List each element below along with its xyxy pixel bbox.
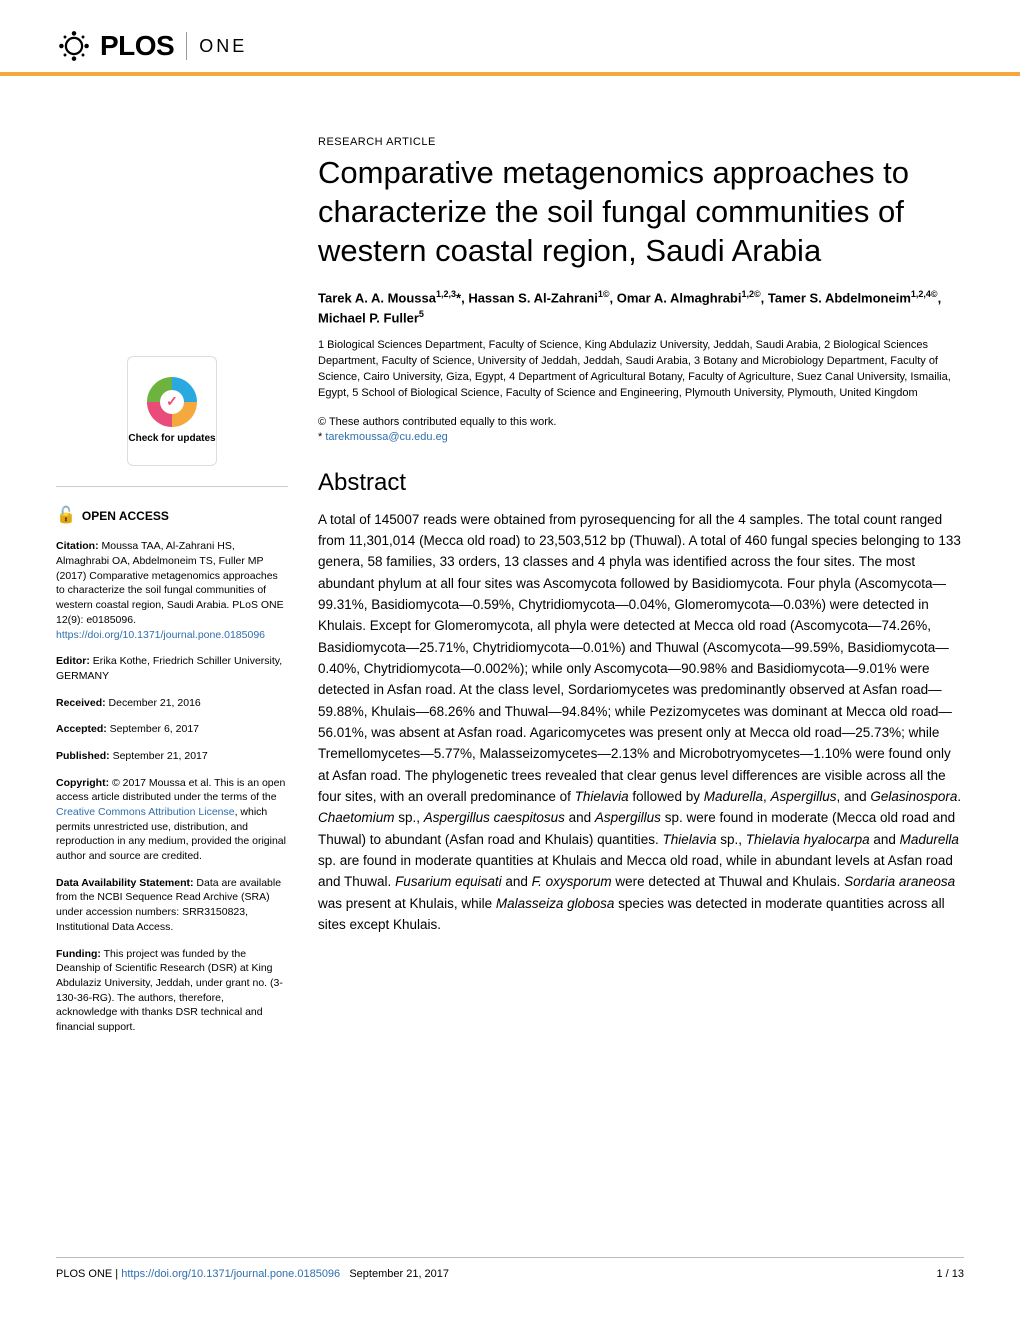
crossmark-icon [147,377,197,427]
author-email-link[interactable]: tarekmoussa@cu.edu.eg [325,431,447,443]
abstract-heading: Abstract [318,469,964,497]
one-text: ONE [186,32,247,60]
citation-block: Citation: Moussa TAA, Al-Zahrani HS, Alm… [56,539,288,642]
contribution-note: © These authors contributed equally to t… [318,416,964,428]
received-block: Received: December 21, 2016 [56,696,288,711]
article-type: RESEARCH ARTICLE [318,136,964,148]
plos-icon [56,28,92,64]
doi-link[interactable]: https://doi.org/10.1371/journal.pone.018… [56,629,265,641]
cc-license-link[interactable]: Creative Commons Attribution License [56,806,235,818]
abstract-body: A total of 145007 reads were obtained fr… [318,509,964,936]
plos-logo: PLOS [56,28,174,64]
main-content: RESEARCH ARTICLE Comparative metagenomic… [318,76,964,1047]
data-availability-block: Data Availability Statement: Data are av… [56,876,288,935]
footer-doi-link[interactable]: https://doi.org/10.1371/journal.pone.018… [121,1268,340,1280]
funding-block: Funding: This project was funded by the … [56,947,288,1035]
open-access-label: 🔓 OPEN ACCESS [56,505,288,527]
copyright-block: Copyright: © 2017 Moussa et al. This is … [56,776,288,864]
editor-block: Editor: Erika Kothe, Friedrich Schiller … [56,654,288,683]
corresponding-author: * tarekmoussa@cu.edu.eg [318,431,964,443]
author-list: Tarek A. A. Moussa1,2,3*, Hassan S. Al-Z… [318,288,964,328]
sidebar: Check for updates 🔓 OPEN ACCESS Citation… [56,76,288,1047]
affiliations: 1 Biological Sciences Department, Facult… [318,338,964,402]
check-updates-badge[interactable]: Check for updates [127,356,217,466]
check-updates-text: Check for updates [128,433,215,445]
page-footer: PLOS ONE | https://doi.org/10.1371/journ… [56,1257,964,1280]
plos-text: PLOS [100,30,174,62]
journal-header: PLOS ONE [0,0,1020,76]
article-title: Comparative metagenomics approaches to c… [318,154,964,270]
page-number: 1 / 13 [936,1268,964,1280]
open-lock-icon: 🔓 [56,505,76,527]
published-block: Published: September 21, 2017 [56,749,288,764]
accepted-block: Accepted: September 6, 2017 [56,722,288,737]
